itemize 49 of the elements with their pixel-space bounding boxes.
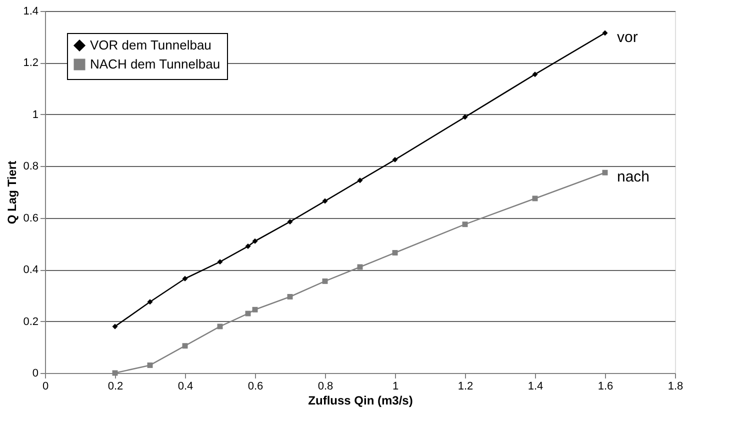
x-tick-label: 0	[42, 380, 49, 392]
annotation: nach	[617, 168, 650, 186]
point	[245, 244, 251, 250]
point	[217, 259, 223, 265]
point	[182, 276, 188, 282]
legend-label: VOR dem Tunnelbau	[90, 38, 212, 52]
x-tick-label: 0.8	[318, 380, 334, 392]
x-tick-label: 0.2	[108, 380, 124, 392]
x-tick-label: 0.4	[178, 380, 194, 392]
point	[357, 178, 363, 184]
point	[112, 324, 118, 330]
y-axis-title: Q Lag Tiert	[5, 160, 20, 224]
point	[245, 310, 251, 316]
annotation: vor	[617, 28, 638, 46]
legend-label: NACH dem Tunnelbau	[90, 56, 220, 72]
x-tick-label: 1.2	[458, 380, 474, 392]
point	[322, 198, 328, 204]
point	[217, 324, 223, 330]
point	[287, 294, 293, 300]
y-tick-label: 0.2	[23, 316, 38, 328]
point	[392, 250, 398, 256]
x-tick-label: 1.4	[528, 380, 544, 392]
point	[602, 30, 608, 36]
y-tick-label: 0.8	[23, 160, 38, 173]
point	[182, 343, 188, 349]
point	[147, 299, 153, 305]
x-tick-label: 0.6	[248, 380, 264, 392]
y-tick-label: 1.2	[23, 57, 38, 70]
x-tick-label: 1.6	[598, 380, 614, 392]
y-tick-label: 0.6	[23, 212, 38, 224]
point	[532, 196, 538, 202]
point	[252, 238, 258, 244]
point	[532, 72, 538, 78]
y-tick-label: 0	[32, 368, 38, 380]
point	[147, 362, 153, 368]
point	[392, 156, 398, 162]
point	[322, 278, 328, 284]
point	[252, 306, 258, 312]
y-tick-label: 0.4	[23, 264, 38, 276]
point	[602, 170, 608, 176]
point	[287, 218, 293, 224]
y-tick-label: 1.4	[23, 6, 38, 18]
x-axis-title: Zufluss Qin (m3/s)	[308, 394, 413, 408]
x-tick-label: 1	[392, 380, 399, 392]
point	[462, 114, 468, 120]
point	[357, 264, 363, 270]
point	[462, 222, 468, 228]
x-tick-label: 1.8	[668, 380, 684, 392]
y-tick-label: 1	[32, 108, 38, 121]
